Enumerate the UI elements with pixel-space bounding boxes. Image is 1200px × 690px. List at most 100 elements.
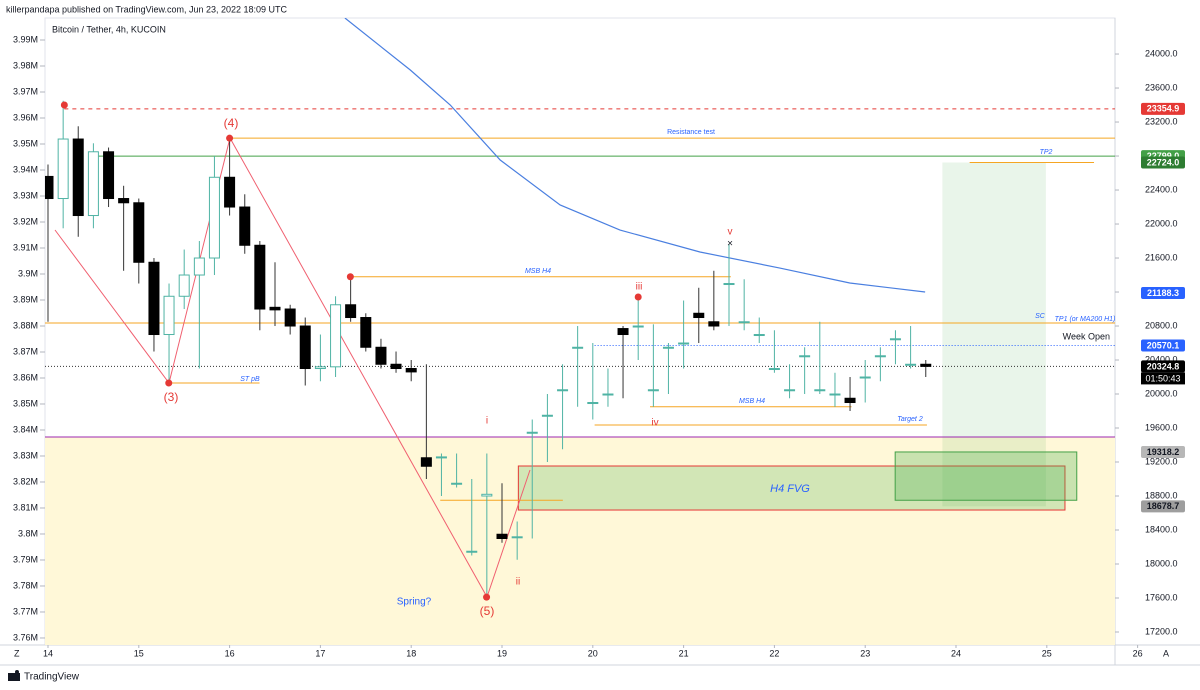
price-label-bg <box>1141 339 1185 352</box>
countdown-bg <box>1141 372 1185 385</box>
y2-tick-label: 3.93M <box>13 190 38 200</box>
annotation: Spring? <box>397 597 432 608</box>
candle-body <box>496 533 508 540</box>
candle-body <box>224 176 236 208</box>
candle-body <box>345 304 357 319</box>
candle-body <box>693 312 705 319</box>
candle-body <box>814 389 826 392</box>
price-label-bg <box>1141 500 1185 513</box>
candle-body <box>572 346 584 349</box>
candle-body <box>844 397 856 404</box>
candle-body <box>647 389 659 392</box>
scale-button[interactable]: Z <box>14 648 20 658</box>
y-tick-label: 18800.0 <box>1145 490 1178 500</box>
price-label-bg <box>1141 360 1185 373</box>
candle-body <box>799 355 811 358</box>
annotation: TP1 (or MA200 H1) <box>1055 316 1116 323</box>
candle-body <box>208 176 220 259</box>
candle-body <box>511 536 523 539</box>
candle-body <box>557 389 569 392</box>
y2-tick-label: 3.97M <box>13 86 38 96</box>
candle-body <box>708 321 720 327</box>
annotation: v <box>728 227 733 238</box>
countdown: 01:50:43 <box>1145 373 1180 383</box>
y-tick-label: 21600.0 <box>1145 252 1178 262</box>
annotation: MSB H4 <box>739 398 765 405</box>
candle-body <box>420 457 432 467</box>
y-tick-label: 19200.0 <box>1145 456 1178 466</box>
plot-layer <box>45 18 1115 645</box>
y2-tick-label: 3.8M <box>18 528 38 538</box>
candle-body <box>360 317 372 348</box>
price-label-bg <box>1141 445 1185 458</box>
candle-body <box>57 138 69 200</box>
price-label: 20324.8 <box>1147 361 1180 371</box>
candle-body <box>45 175 54 200</box>
y2-tick-label: 3.77M <box>13 606 38 616</box>
annotation: iii <box>636 282 643 293</box>
y2-tick-label: 3.79M <box>13 554 38 564</box>
y-tick-label: 23200.0 <box>1145 116 1178 126</box>
moving-average <box>344 18 926 293</box>
candle-body <box>874 355 886 358</box>
scale-button[interactable]: A <box>1163 648 1169 658</box>
y2-tick-label: 3.9M <box>18 268 38 278</box>
candle-body <box>920 363 932 367</box>
x-tick-label: 23 <box>860 648 870 658</box>
candle-body <box>617 328 629 336</box>
y2-tick-label: 3.84M <box>13 424 38 434</box>
candle-body <box>738 321 750 324</box>
y-tick-label: 20400.0 <box>1145 354 1178 364</box>
candle-body <box>768 368 780 371</box>
y2-tick-label: 3.98M <box>13 60 38 70</box>
wave-marker <box>483 593 491 601</box>
candle-body <box>269 306 281 311</box>
y-tick-label: 22400.0 <box>1145 184 1178 194</box>
price-label: 20570.1 <box>1147 340 1180 350</box>
candle-body <box>859 376 871 379</box>
x-marker: × <box>727 239 733 250</box>
price-label: 22724.0 <box>1147 157 1180 167</box>
annotation: (4) <box>224 116 239 130</box>
footer: TradingView <box>24 672 80 683</box>
candle-body <box>314 366 326 370</box>
y2-tick-label: 3.87M <box>13 346 38 356</box>
x-tick-label: 25 <box>1042 648 1052 658</box>
y-tick-label: 20000.0 <box>1145 388 1178 398</box>
y2-tick-label: 3.83M <box>13 450 38 460</box>
y2-tick-label: 3.99M <box>13 34 38 44</box>
x-tick-label: 24 <box>951 648 961 658</box>
y2-tick-label: 3.78M <box>13 580 38 590</box>
candle-body <box>163 295 175 336</box>
candle-body <box>178 274 190 297</box>
candle-body <box>118 198 130 204</box>
candle-body <box>299 325 311 370</box>
x-tick-label: 19 <box>497 648 507 658</box>
y-tick-label: 17600.0 <box>1145 592 1178 602</box>
wave-marker <box>226 134 234 142</box>
price-label-bg <box>1141 102 1185 115</box>
y-tick-label: 17200.0 <box>1145 626 1178 636</box>
x-tick-label: 20 <box>588 648 598 658</box>
y-tick-label: 18400.0 <box>1145 524 1178 534</box>
annotation: TP2 <box>1040 149 1053 156</box>
y-tick-label: 22000.0 <box>1145 218 1178 228</box>
annotation: ST pB <box>240 376 260 383</box>
candle-body <box>435 456 447 459</box>
x-tick-label: 21 <box>679 648 689 658</box>
candle-body <box>541 414 553 417</box>
candle-body <box>481 493 493 497</box>
candle-body <box>390 363 402 370</box>
y2-tick-label: 3.91M <box>13 242 38 252</box>
zone <box>894 451 1078 501</box>
price-label: 19318.2 <box>1147 447 1180 457</box>
candle-body <box>632 325 644 328</box>
zone <box>517 465 1066 511</box>
annotation: (5) <box>480 604 495 618</box>
candle-body <box>587 402 599 405</box>
y2-tick-label: 3.82M <box>13 476 38 486</box>
candle-body <box>103 151 115 200</box>
y2-tick-label: 3.94M <box>13 164 38 174</box>
y2-tick-label: 3.86M <box>13 372 38 382</box>
